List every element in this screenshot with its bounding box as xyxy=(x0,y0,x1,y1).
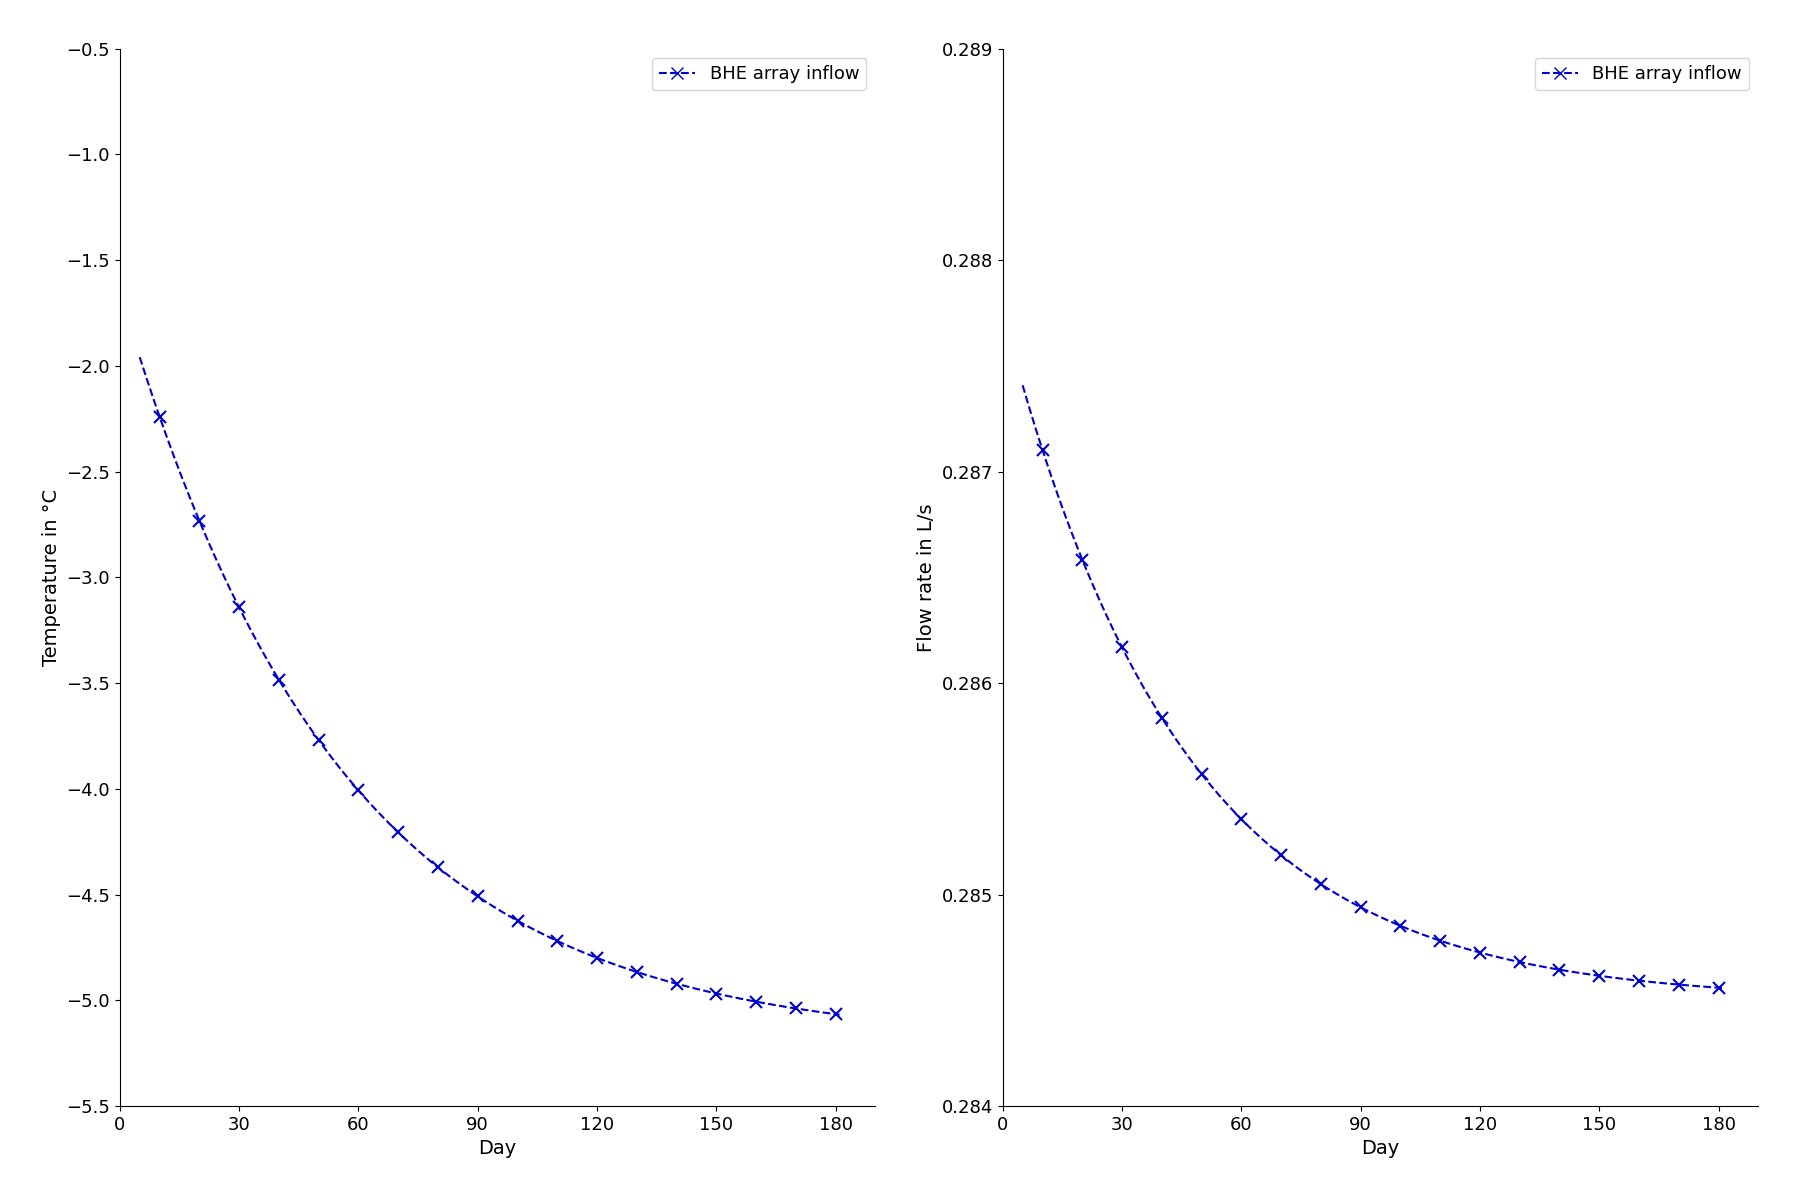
Legend: BHE array inflow: BHE array inflow xyxy=(1535,58,1750,90)
Legend: BHE array inflow: BHE array inflow xyxy=(652,58,866,90)
X-axis label: Day: Day xyxy=(1361,1139,1400,1158)
X-axis label: Day: Day xyxy=(479,1139,517,1158)
Y-axis label: Flow rate in L/s: Flow rate in L/s xyxy=(916,503,936,652)
Y-axis label: Temperature in °C: Temperature in °C xyxy=(41,488,61,666)
